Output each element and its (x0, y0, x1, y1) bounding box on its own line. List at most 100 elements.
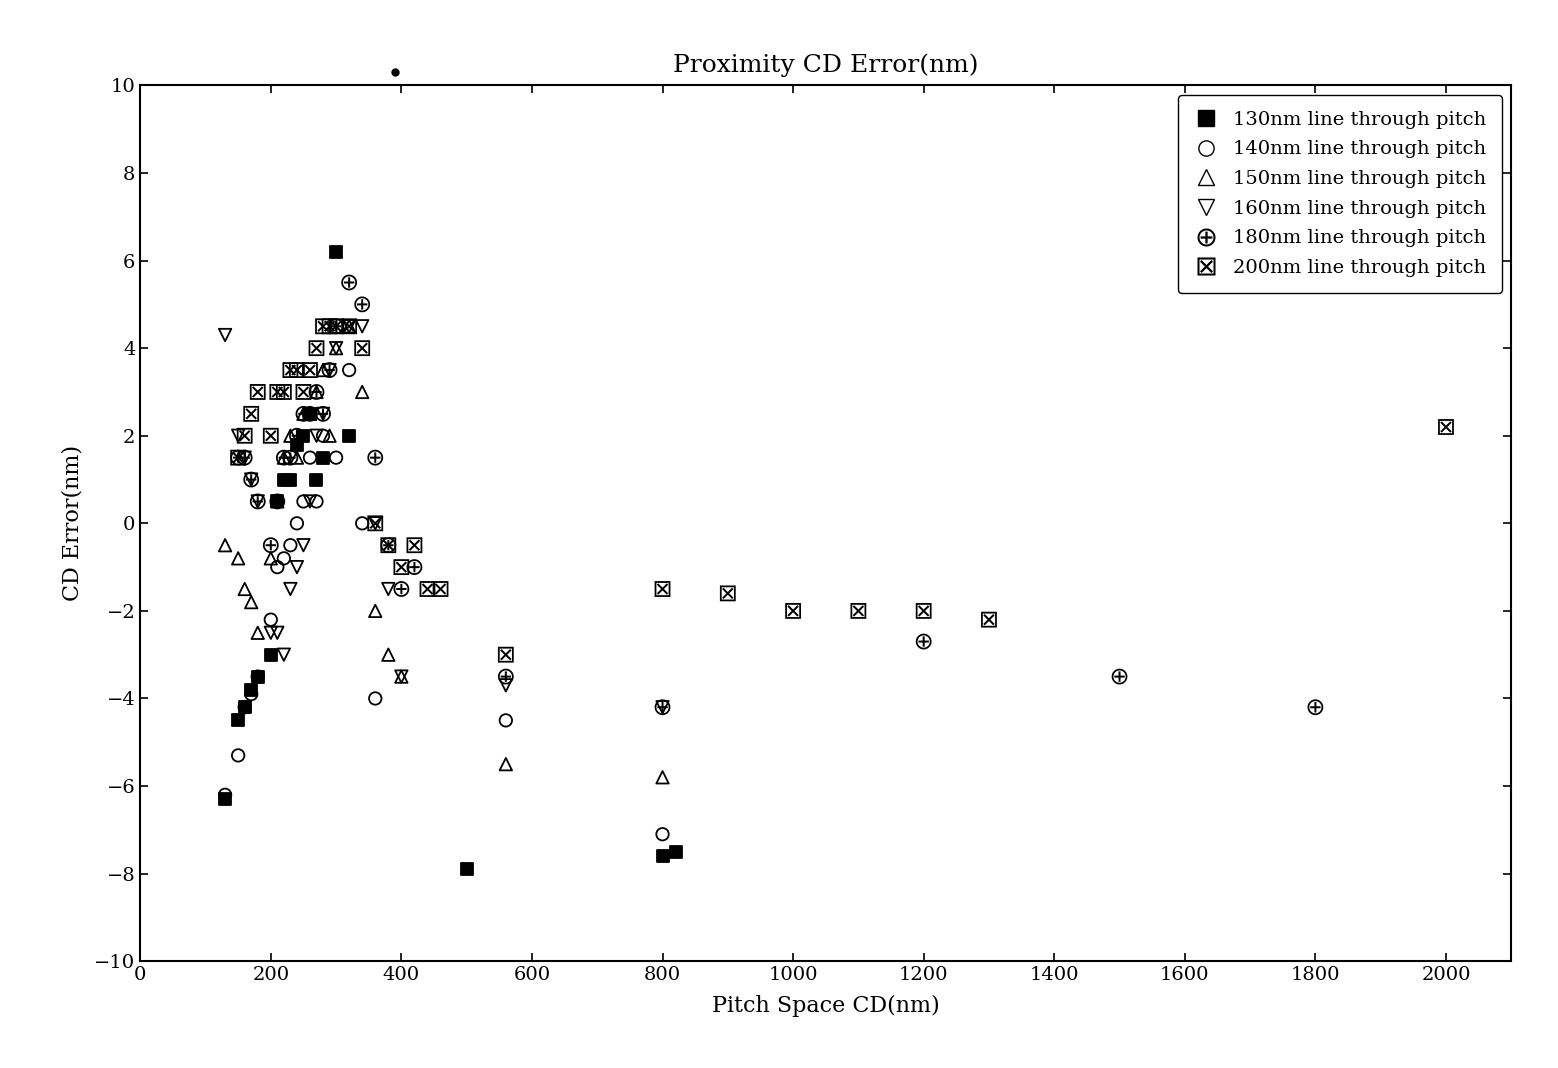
Point (318, 361, 343, 378)
Point (349, 296, 374, 313)
Point (245, 492, 270, 509)
Point (238, 681, 263, 698)
Point (291, 492, 316, 509)
Point (304, 340, 329, 357)
Point (390, 580, 414, 597)
Title: Proximity CD Error(nm): Proximity CD Error(nm) (673, 53, 978, 77)
Point (265, 492, 290, 509)
Point (285, 436, 310, 453)
Point (363, 602, 388, 619)
Point (291, 405, 316, 422)
Point (310, 449, 335, 466)
Point (375, 580, 400, 597)
Point (238, 471, 263, 488)
Point (291, 405, 316, 422)
Point (402, 536, 427, 553)
Point (337, 427, 361, 444)
Point (318, 361, 343, 378)
Point (390, 669, 414, 686)
Point (911, 602, 936, 619)
Point (324, 340, 349, 357)
Point (238, 405, 263, 422)
Point (277, 580, 302, 597)
Point (349, 317, 374, 334)
Point (337, 317, 361, 334)
Point (1302, 698, 1327, 716)
Point (212, 327, 237, 344)
Point (337, 361, 361, 378)
Point (277, 471, 302, 488)
Point (650, 826, 675, 843)
Point (664, 844, 689, 861)
Point (390, 559, 414, 576)
Point (291, 383, 316, 400)
Point (349, 515, 374, 532)
Point (277, 427, 302, 444)
Point (390, 669, 414, 686)
Point (911, 633, 936, 650)
Point (324, 317, 349, 334)
Point (494, 756, 519, 773)
Point (324, 317, 349, 334)
Point (265, 492, 290, 509)
Point (324, 449, 349, 466)
Point (375, 646, 400, 663)
Point (304, 471, 329, 488)
Point (245, 669, 270, 686)
Point (226, 427, 251, 444)
Point (226, 747, 251, 764)
Point (363, 449, 388, 466)
Point (245, 383, 270, 400)
Point (304, 383, 329, 400)
Point (259, 646, 284, 663)
Point (232, 698, 257, 716)
Point (259, 427, 284, 444)
Point (382, 64, 407, 81)
Y-axis label: CD Error(nm): CD Error(nm) (61, 445, 83, 601)
Point (781, 602, 805, 619)
Point (291, 536, 316, 553)
Point (265, 383, 290, 400)
Point (455, 861, 480, 878)
Point (265, 624, 290, 641)
Point (212, 790, 237, 807)
Point (259, 550, 284, 567)
Point (650, 580, 675, 597)
Point (265, 559, 290, 576)
Point (226, 449, 251, 466)
Point (494, 711, 519, 728)
Point (277, 536, 302, 553)
Point (298, 361, 323, 378)
Point (298, 492, 323, 509)
Point (238, 594, 263, 611)
Point (310, 405, 335, 422)
Point (259, 536, 284, 553)
Point (318, 317, 343, 334)
Point (337, 273, 361, 290)
Point (494, 677, 519, 694)
Point (232, 427, 257, 444)
Point (375, 536, 400, 553)
Point (402, 559, 427, 576)
Point (285, 515, 310, 532)
Point (349, 340, 374, 357)
Point (226, 550, 251, 567)
Point (1108, 669, 1133, 686)
Point (310, 427, 335, 444)
Point (271, 449, 296, 466)
Point (226, 711, 251, 728)
Point (277, 449, 302, 466)
Point (212, 536, 237, 553)
Point (232, 449, 257, 466)
Point (1433, 419, 1458, 436)
Point (310, 405, 335, 422)
Point (285, 427, 310, 444)
Point (650, 698, 675, 716)
Point (304, 383, 329, 400)
Point (650, 698, 675, 716)
Point (245, 624, 270, 641)
Point (277, 361, 302, 378)
Point (271, 550, 296, 567)
Point (310, 317, 335, 334)
Point (271, 383, 296, 400)
